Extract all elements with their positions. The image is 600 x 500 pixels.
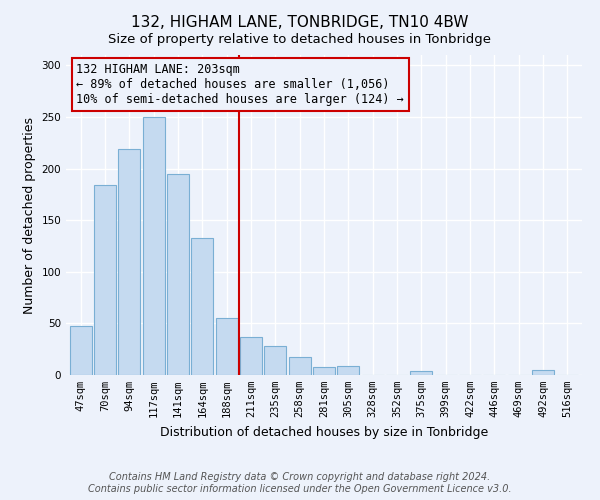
- Bar: [167, 174, 189, 375]
- Bar: [410, 371, 433, 375]
- Bar: [118, 149, 140, 375]
- Text: Contains HM Land Registry data © Crown copyright and database right 2024.
Contai: Contains HM Land Registry data © Crown c…: [88, 472, 512, 494]
- Bar: [313, 366, 335, 375]
- Bar: [191, 238, 213, 375]
- Text: 132, HIGHAM LANE, TONBRIDGE, TN10 4BW: 132, HIGHAM LANE, TONBRIDGE, TN10 4BW: [131, 15, 469, 30]
- Bar: [337, 366, 359, 375]
- Text: 132 HIGHAM LANE: 203sqm
← 89% of detached houses are smaller (1,056)
10% of semi: 132 HIGHAM LANE: 203sqm ← 89% of detache…: [76, 63, 404, 106]
- Bar: [70, 326, 92, 375]
- Text: Size of property relative to detached houses in Tonbridge: Size of property relative to detached ho…: [109, 32, 491, 46]
- Bar: [289, 358, 311, 375]
- Bar: [532, 370, 554, 375]
- Bar: [265, 346, 286, 375]
- Bar: [143, 117, 164, 375]
- Bar: [240, 337, 262, 375]
- Bar: [94, 185, 116, 375]
- Bar: [215, 318, 238, 375]
- Y-axis label: Number of detached properties: Number of detached properties: [23, 116, 36, 314]
- X-axis label: Distribution of detached houses by size in Tonbridge: Distribution of detached houses by size …: [160, 426, 488, 438]
